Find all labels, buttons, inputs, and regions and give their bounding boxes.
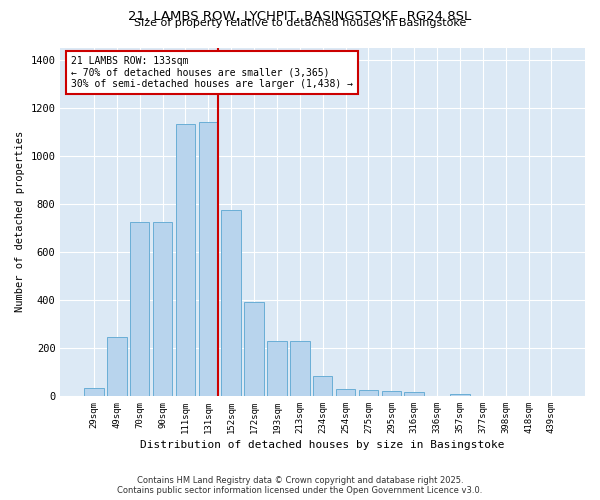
Bar — [84, 388, 104, 396]
Bar — [153, 222, 172, 396]
Bar — [130, 222, 149, 396]
Bar — [336, 388, 355, 396]
Bar — [290, 340, 310, 396]
Bar — [450, 394, 470, 396]
Bar — [176, 124, 195, 396]
Text: 21, LAMBS ROW, LYCHPIT, BASINGSTOKE, RG24 8SL: 21, LAMBS ROW, LYCHPIT, BASINGSTOKE, RG2… — [128, 10, 472, 23]
Text: Contains HM Land Registry data © Crown copyright and database right 2025.
Contai: Contains HM Land Registry data © Crown c… — [118, 476, 482, 495]
Text: Size of property relative to detached houses in Basingstoke: Size of property relative to detached ho… — [134, 18, 466, 28]
Text: 21 LAMBS ROW: 133sqm
← 70% of detached houses are smaller (3,365)
30% of semi-de: 21 LAMBS ROW: 133sqm ← 70% of detached h… — [71, 56, 353, 90]
Bar — [404, 392, 424, 396]
Bar — [359, 390, 378, 396]
Bar — [199, 122, 218, 396]
Bar — [221, 210, 241, 396]
X-axis label: Distribution of detached houses by size in Basingstoke: Distribution of detached houses by size … — [140, 440, 505, 450]
Y-axis label: Number of detached properties: Number of detached properties — [15, 131, 25, 312]
Bar — [244, 302, 264, 396]
Bar — [382, 391, 401, 396]
Bar — [107, 337, 127, 396]
Bar — [267, 340, 287, 396]
Bar — [313, 376, 332, 396]
